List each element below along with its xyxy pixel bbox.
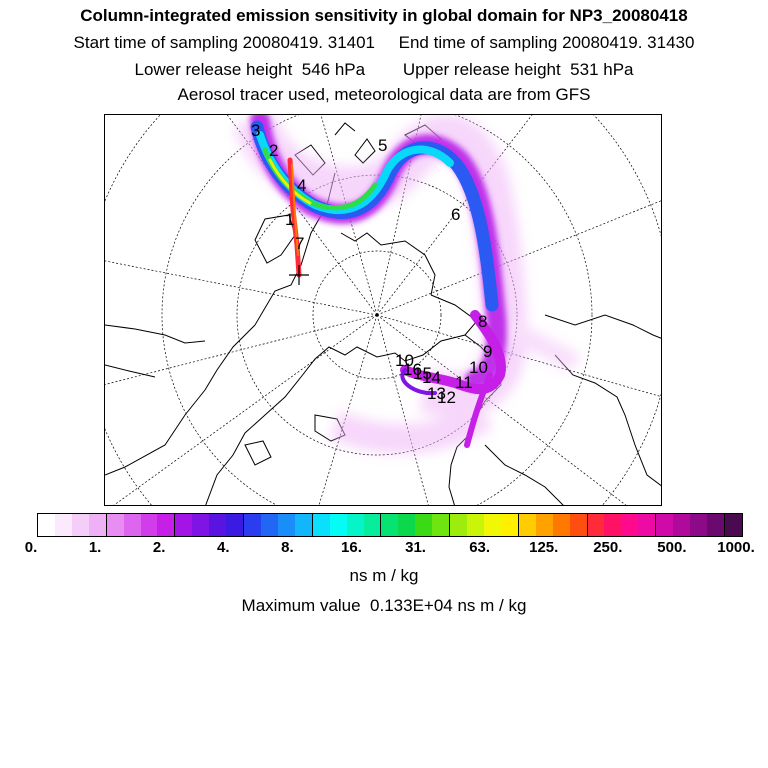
color-scale-swatch [209, 514, 227, 536]
plot-title: Column-integrated emission sensitivity i… [80, 6, 688, 25]
trajectory-label: 8 [478, 312, 487, 331]
trajectory-label: 10 [469, 358, 488, 377]
color-scale-swatch [398, 514, 416, 536]
trajectory-label: 3 [251, 121, 260, 140]
trajectory-label: 12 [437, 388, 456, 407]
sampling-time-line: Start time of sampling 20080419. 31401 E… [73, 33, 695, 52]
trajectory-label: 5 [378, 136, 387, 155]
color-scale-swatch [535, 514, 553, 536]
color-scale-tick-label: 16. [341, 539, 362, 556]
color-scale-swatch [449, 514, 468, 536]
color-scale-swatch [517, 514, 536, 536]
color-scale-tick-label: 0. [24, 539, 38, 556]
color-scale-swatch [432, 514, 450, 536]
color-scale-swatch [311, 514, 330, 536]
color-scale-swatch [38, 514, 55, 536]
trajectory-label: 1 [285, 210, 294, 229]
trajectory-label: 13 [427, 384, 446, 403]
color-scale-swatch [467, 514, 484, 536]
trajectory-label: 15 [413, 364, 432, 383]
color-scale-swatch [706, 514, 724, 536]
color-scale-swatch [105, 514, 124, 536]
color-scale-swatch [552, 514, 570, 536]
color-scale-swatch [483, 514, 501, 536]
release-height-line: Lower release height 546 hPa Upper relea… [134, 60, 634, 79]
color-scale-swatch [54, 514, 72, 536]
color-scale-swatch [723, 514, 742, 536]
color-scale-tick-label: 63. [469, 539, 491, 556]
color-scale-tick-label: 1. [88, 539, 102, 556]
color-scale-swatch [260, 514, 278, 536]
tracer-info-line: Aerosol tracer used, meteorological data… [177, 85, 591, 104]
color-scale-tick-label: 8. [281, 539, 294, 556]
color-scale-swatch [192, 514, 210, 536]
trajectory-label: 4 [297, 176, 306, 195]
color-scale-swatch [140, 514, 158, 536]
color-scale-tick-label: 250. [593, 539, 623, 556]
color-scale-tick-label: 125. [529, 539, 559, 556]
color-scale-swatch [638, 514, 656, 536]
trajectory-labels: 3 2 4 1 7 5 6 8 9 10 10 11 12 13 14 15 1… [251, 121, 492, 407]
color-scale-swatch [329, 514, 347, 536]
trajectory-label: 14 [422, 368, 441, 387]
plume-core [250, 115, 507, 448]
trajectory-label: 11 [455, 373, 473, 392]
color-scale-swatch [243, 514, 261, 536]
polar-map: 3 2 4 1 7 5 6 8 9 10 10 11 12 13 14 15 1… [104, 114, 662, 506]
color-scale-swatch [415, 514, 433, 536]
color-scale-swatch [88, 514, 106, 536]
color-scale-tick-label: 31. [405, 539, 426, 556]
color-scale-swatch [71, 514, 89, 536]
color-scale-swatch [174, 514, 193, 536]
trajectory-label: 16 [403, 360, 422, 379]
trajectory-label: 7 [295, 234, 304, 253]
color-scale-swatch [604, 514, 622, 536]
color-scale-swatch [277, 514, 295, 536]
release-site-marker [289, 265, 309, 285]
color-scale-swatch [226, 514, 244, 536]
color-scale-tick-label: 4. [217, 539, 230, 556]
unit-label: ns m / kg [349, 566, 419, 585]
color-scale-bar [37, 513, 743, 537]
trajectory-label: 9 [483, 342, 492, 361]
color-scale-swatch [655, 514, 674, 536]
color-scale-swatch [569, 514, 587, 536]
trajectory-label: 10 [395, 351, 414, 370]
color-scale-swatch [500, 514, 518, 536]
color-scale-swatch [621, 514, 639, 536]
color-scale-swatch [690, 514, 707, 536]
color-scale-tick-label: 500. [657, 539, 687, 556]
color-scale-swatch [673, 514, 691, 536]
color-scale-swatch [157, 514, 175, 536]
maximum-value-label: Maximum value 0.133E+04 ns m / kg [241, 596, 527, 615]
color-scale-swatch [346, 514, 364, 536]
color-scale-swatch [294, 514, 312, 536]
color-scale-tick-label: 1000. [717, 539, 755, 556]
color-scale-tick-label: 2. [152, 539, 166, 556]
trajectory-label: 6 [451, 205, 460, 224]
trajectory-label: 2 [269, 141, 278, 160]
color-scale-swatch [123, 514, 141, 536]
map-canvas: 3 2 4 1 7 5 6 8 9 10 10 11 12 13 14 15 1… [105, 115, 661, 505]
color-scale-swatch [363, 514, 381, 536]
color-scale-swatch [586, 514, 605, 536]
color-scale-swatch [380, 514, 399, 536]
